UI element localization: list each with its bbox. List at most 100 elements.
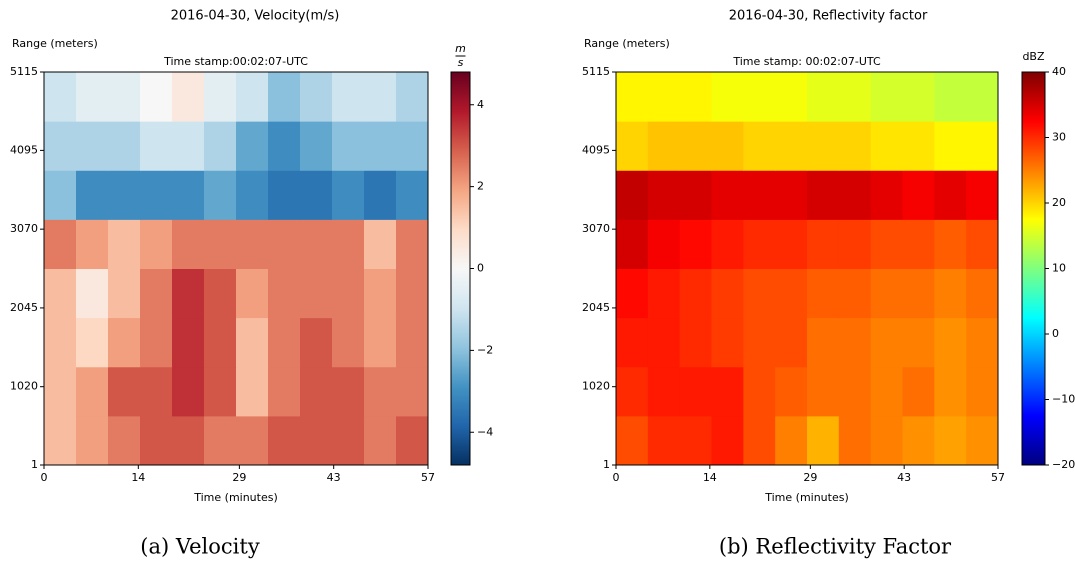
heatmap-cell: [300, 415, 333, 466]
heatmap-cell: [236, 317, 269, 368]
heatmap-cell: [204, 268, 237, 319]
heatmap-cell: [44, 317, 77, 368]
y-tick-label: 2045: [582, 301, 610, 314]
heatmap-cell: [268, 366, 301, 417]
x-tick-label: 57: [421, 471, 435, 484]
heatmap-cell: [140, 170, 173, 220]
heatmap-cell: [934, 317, 967, 368]
heatmap-cell: [616, 268, 649, 319]
heatmap-cell: [204, 317, 237, 368]
heatmap-cell: [364, 268, 397, 319]
heatmap-cell: [76, 121, 109, 171]
chart-title: 2016-04-30, Velocity(m/s): [171, 9, 340, 24]
heatmap-cell: [934, 268, 967, 319]
heatmap-cell: [711, 366, 744, 417]
heatmap-cell: [396, 170, 429, 220]
y-tick-label: 4095: [10, 143, 38, 156]
heatmap-cell: [396, 268, 429, 319]
heatmap-cell: [108, 72, 141, 122]
heatmap-cell: [902, 121, 935, 171]
heatmap-cell: [966, 72, 999, 122]
heatmap-cell: [44, 121, 77, 171]
heatmap-cell: [108, 366, 141, 417]
heatmap-cell: [616, 366, 649, 417]
colorbar-tick-label: 4: [477, 98, 484, 111]
heatmap-cell: [140, 366, 173, 417]
heatmap-cell: [870, 121, 903, 171]
heatmap-cell: [396, 121, 429, 171]
heatmap-cell: [140, 219, 173, 269]
heatmap-cell: [204, 72, 237, 122]
heatmap-cell: [204, 415, 237, 466]
heatmap-cell: [236, 415, 269, 466]
heatmap-cell: [140, 317, 173, 368]
heatmap-cell: [902, 170, 935, 220]
heatmap-cell: [807, 72, 840, 122]
heatmap-cell: [870, 219, 903, 269]
colorbar-tick-label: 20: [1052, 196, 1066, 209]
heatmap-cell: [268, 72, 301, 122]
heatmap-cell: [616, 170, 649, 220]
heatmap-cell: [647, 72, 681, 122]
heatmap-cell: [616, 121, 649, 171]
plot-frame: [43, 71, 429, 466]
heatmap-cell: [364, 317, 397, 368]
colorbar-tick-label: 30: [1052, 131, 1066, 144]
y-tick-label: 4095: [582, 143, 610, 156]
heatmap-cell: [300, 72, 333, 122]
heatmap-cell: [300, 170, 333, 220]
heatmap-cell: [300, 121, 333, 171]
heatmap-cell: [616, 317, 649, 368]
y-tick-label: 3070: [582, 222, 610, 235]
heatmap-cell: [838, 317, 872, 368]
y-tick-label: 3070: [10, 222, 38, 235]
heatmap-cell: [711, 219, 744, 269]
plot-frame: [615, 71, 999, 466]
heatmap-cell: [647, 121, 681, 171]
y-tick-label: 2045: [10, 301, 38, 314]
colorbar-tick-label: −2: [477, 343, 493, 356]
heatmap-cell: [743, 170, 776, 220]
heatmap-cell: [966, 415, 999, 466]
heatmap-cell: [44, 170, 77, 220]
heatmap-cell: [902, 317, 935, 368]
heatmap-cell: [172, 366, 205, 417]
heatmap-cell: [807, 121, 840, 171]
heatmap-cell: [838, 72, 872, 122]
y-axis-label: Range (meters): [584, 37, 670, 50]
heatmap-cell: [838, 121, 872, 171]
heatmap-cell: [711, 317, 744, 368]
heatmap-cell: [140, 72, 173, 122]
heatmap-cell: [902, 415, 935, 466]
y-tick-label: 1: [603, 458, 610, 471]
heatmap-cell: [775, 121, 808, 171]
heatmap-cell: [108, 415, 141, 466]
heatmap-cell: [838, 219, 872, 269]
heatmap-cell: [44, 268, 77, 319]
heatmap-cell: [807, 317, 840, 368]
heatmap-cell: [934, 366, 967, 417]
heatmap-cell: [76, 268, 109, 319]
heatmap-cell: [711, 72, 744, 122]
heatmap-cell: [364, 219, 397, 269]
y-tick-label: 1020: [582, 380, 610, 393]
heatmap-cell: [711, 415, 744, 466]
heatmap-cell: [396, 317, 429, 368]
heatmap-cell: [966, 121, 999, 171]
heatmap-cell: [268, 121, 301, 171]
colorbar-tick-label: −4: [477, 425, 493, 438]
subtitle: Time stamp:00:02:07-UTC: [163, 55, 308, 68]
heatmap-cell: [966, 317, 999, 368]
heatmap-cell: [775, 72, 808, 122]
heatmap-cell: [775, 415, 808, 466]
colorbar: [1021, 71, 1046, 466]
heatmap-cell: [679, 219, 712, 269]
x-tick-label: 43: [897, 471, 911, 484]
heatmap-cell: [838, 415, 872, 466]
heatmap-cell: [775, 219, 808, 269]
colorbar-label: dBZ: [1022, 50, 1045, 63]
heatmap-cell: [332, 268, 365, 319]
heatmap-cell: [108, 219, 141, 269]
heatmap-cell: [172, 121, 205, 171]
heatmap-cell: [870, 317, 903, 368]
